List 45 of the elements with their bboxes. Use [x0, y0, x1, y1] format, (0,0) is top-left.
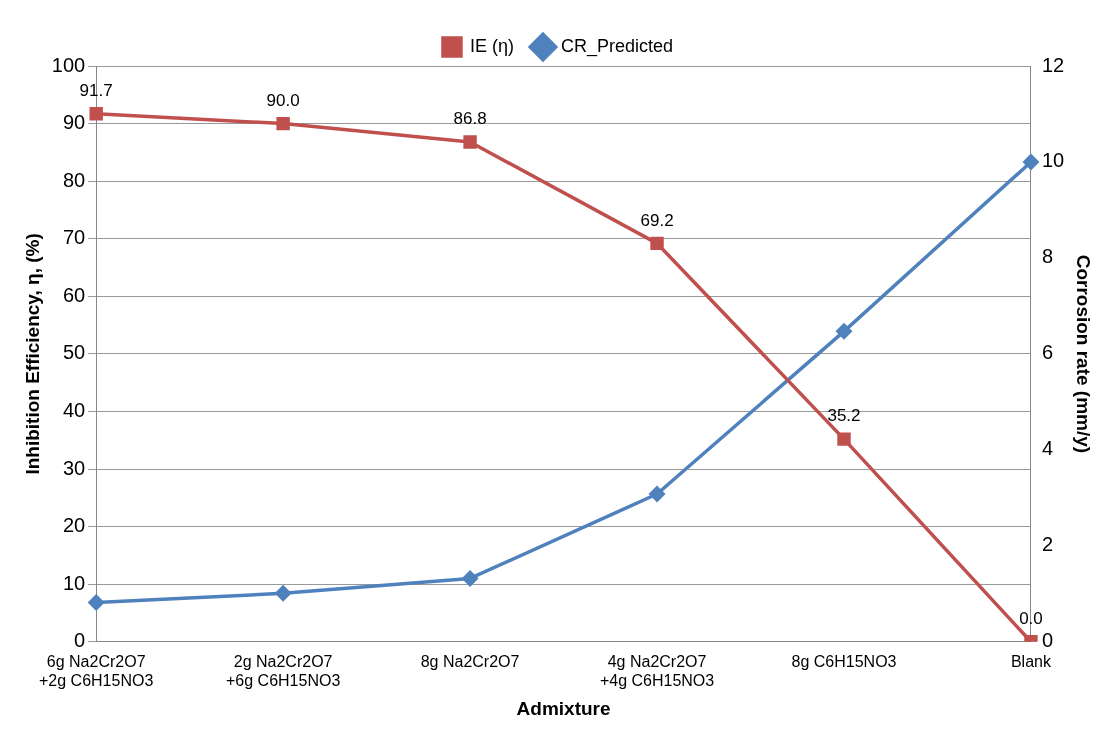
y2-tick-label: 6 [1041, 341, 1054, 364]
y-axis-title: Inhibition Efficiency, η, (%) [21, 233, 43, 475]
data-label: 69.2 [640, 210, 674, 230]
y-tick-label: 70 [62, 226, 86, 249]
y-tick-label: 80 [62, 168, 86, 191]
y-tick-label: 20 [62, 514, 86, 537]
y2-tick-label: 8 [1041, 245, 1054, 268]
point [649, 486, 665, 502]
y2-tick-label: 10 [1041, 149, 1065, 172]
data-label: 90.0 [266, 90, 300, 110]
y-tick-label: 50 [62, 341, 86, 364]
x-tick-label: 8g C6H15NO3 [791, 652, 897, 670]
y-tick-label: 60 [62, 283, 86, 306]
x-tick-label: 6g Na2Cr2O7 +2g C6H15NO3 [39, 652, 154, 690]
point [275, 585, 291, 602]
y-tick-label: 10 [62, 571, 86, 594]
y2-tick-label: 2 [1041, 533, 1054, 556]
point [836, 323, 852, 340]
x-tick-label: Blank [1010, 652, 1052, 670]
data-label: 86.8 [453, 109, 487, 129]
y-tick-label: 90 [62, 111, 86, 134]
point [1023, 154, 1039, 170]
x-axis-title: Admixture [516, 697, 611, 719]
x-tick-label: 8g Na2Cr2O7 [420, 652, 520, 670]
legend-label: IE (η) [469, 35, 514, 56]
y2-axis-title: Corrosion rate (mm/y) [1073, 254, 1095, 454]
y2-tick-label: 0 [1041, 629, 1054, 652]
point [88, 594, 104, 611]
data-label: 91.7 [79, 80, 113, 100]
point [837, 432, 851, 446]
y-tick-label: 40 [62, 399, 86, 421]
y2-tick-label: 4 [1041, 437, 1054, 460]
y-tick-label: 30 [62, 456, 86, 479]
data-label: 0.0 [1019, 608, 1043, 628]
x-tick-label: 2g Na2Cr2O7 +6g C6H15NO3 [225, 652, 341, 690]
x-tick-label: 4g Na2Cr2O7 +4g C6H15NO3 [599, 652, 715, 690]
point [650, 236, 664, 251]
point [276, 116, 290, 131]
y-tick-label: 0 [74, 629, 86, 652]
legend-label: CR_Predicted [560, 35, 674, 57]
point [463, 135, 477, 149]
y-tick-label: 100 [51, 53, 86, 76]
y2-tick-label: 12 [1041, 53, 1065, 76]
point [462, 570, 478, 587]
data-label: 35.2 [827, 406, 861, 426]
